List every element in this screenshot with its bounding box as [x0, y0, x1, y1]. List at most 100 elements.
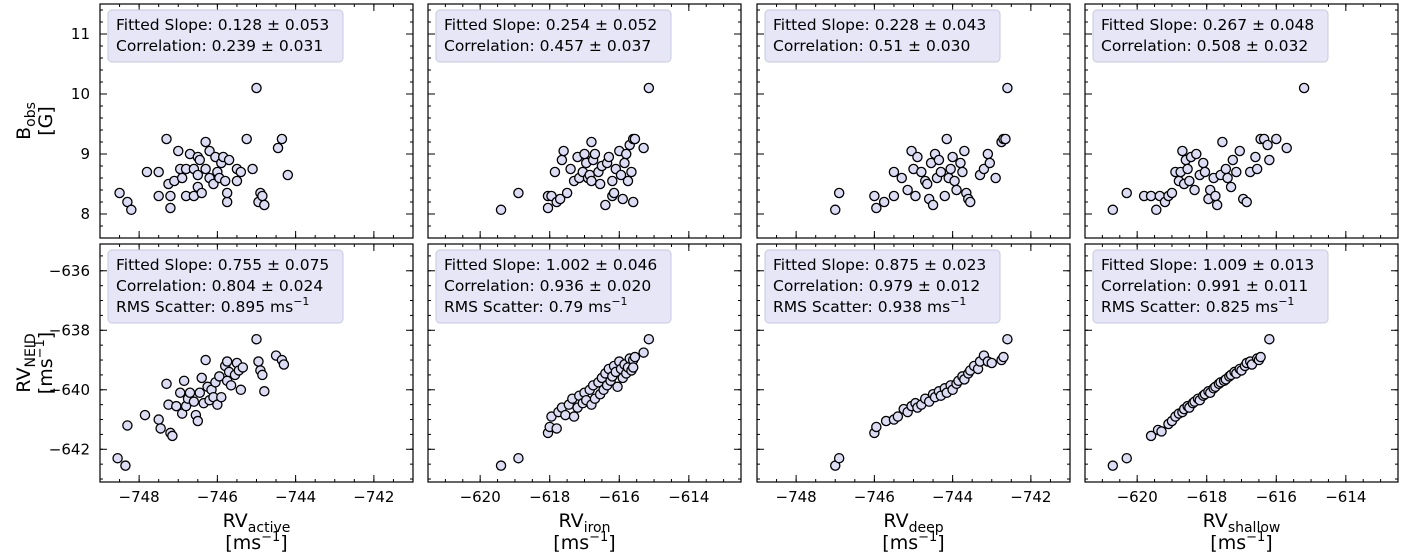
y-axis-label: RVNEID[ms−1]	[13, 332, 57, 394]
y-tick-label: 11	[71, 25, 90, 43]
data-point	[959, 145, 970, 157]
x-tick-label: −746	[854, 488, 895, 506]
y-tick-label: −640	[49, 381, 90, 399]
stats-line: Fitted Slope: 0.755 ± 0.075	[116, 256, 329, 274]
data-point	[1227, 154, 1239, 166]
stats-line: Fitted Slope: 0.875 ± 0.023	[773, 256, 986, 274]
x-tick-label: −614	[1325, 488, 1366, 506]
data-point	[1151, 204, 1162, 216]
x-tick-label: −744	[932, 488, 973, 506]
unit-exponent: −1	[293, 295, 309, 308]
data-point	[638, 347, 649, 358]
y-tick-label: −638	[49, 321, 90, 339]
data-point	[1250, 151, 1261, 163]
data-point	[221, 187, 233, 199]
data-point	[947, 151, 958, 163]
data-point	[643, 333, 655, 345]
data-point	[1264, 154, 1275, 166]
data-point	[542, 202, 554, 214]
panel-1-0: −748 −746 −744 −742 −636 −638 −640 −642 Fitted S…	[13, 243, 414, 552]
stats-box	[764, 249, 1001, 324]
data-point	[1271, 133, 1282, 145]
panel-0-2: Fitted Slope: 0.228 ± 0.043 Correlation: …	[756, 3, 1071, 239]
data-point	[1210, 190, 1221, 202]
data-point	[1166, 187, 1178, 199]
data-point	[869, 190, 880, 202]
data-point	[1225, 181, 1237, 193]
data-point	[282, 169, 294, 181]
data-point	[620, 148, 632, 160]
data-point	[568, 411, 580, 422]
data-point	[617, 193, 629, 205]
data-point	[219, 175, 231, 187]
data-point	[278, 359, 290, 370]
data-point	[247, 163, 258, 175]
svg-text:Bobs: Bobs	[13, 102, 39, 140]
data-point	[916, 166, 927, 178]
x-tick-label: −748	[119, 488, 160, 506]
data-point	[1220, 163, 1232, 175]
data-point	[955, 157, 966, 169]
data-point	[172, 145, 184, 157]
data-point	[495, 460, 507, 471]
data-point	[957, 166, 968, 178]
data-point	[619, 157, 630, 169]
data-point	[964, 196, 976, 208]
x-tick-label: −744	[275, 488, 316, 506]
data-point	[629, 133, 641, 145]
stats-box	[435, 249, 672, 324]
stats-line: Fitted Slope: 0.254 ± 0.052	[444, 16, 657, 34]
stats-line: Correlation: 0.508 ± 0.032	[1101, 37, 1308, 55]
stats-line: RMS Scatter: 0.79 ms−1	[444, 295, 628, 316]
data-point	[1197, 157, 1209, 169]
data-point	[896, 172, 908, 184]
stats-line: Correlation: 0.457 ± 0.037	[444, 37, 651, 55]
data-point	[223, 154, 235, 166]
y-axis-unit: [ms−1]	[33, 332, 57, 394]
stats-line: Correlation: 0.51 ± 0.030	[773, 37, 970, 55]
data-point	[112, 452, 123, 464]
x-axis-label: RVdeep	[883, 510, 943, 536]
data-point	[1298, 82, 1310, 94]
stats-line: Correlation: 0.991 ± 0.011	[1101, 277, 1308, 295]
data-point	[276, 133, 288, 145]
data-point	[196, 187, 207, 199]
data-point	[939, 190, 951, 202]
data-point	[1211, 199, 1223, 211]
data-point	[551, 423, 562, 434]
data-point	[1262, 139, 1273, 151]
data-point	[167, 430, 178, 442]
data-point	[556, 154, 568, 166]
data-point	[221, 196, 233, 208]
data-point	[251, 333, 262, 345]
data-point	[586, 136, 597, 148]
data-point	[1251, 163, 1263, 175]
data-point	[892, 411, 904, 422]
x-axis-label: RVshallow	[1203, 510, 1281, 536]
x-tick-label: −614	[668, 488, 709, 506]
data-point	[235, 384, 247, 396]
data-point	[153, 414, 164, 425]
data-point	[200, 136, 211, 148]
x-tick-label: −618	[1186, 488, 1227, 506]
data-point	[184, 387, 196, 398]
stats-line: Correlation: 0.239 ± 0.031	[116, 37, 323, 55]
stats-line: Fitted Slope: 0.267 ± 0.048	[1101, 16, 1314, 34]
data-point	[878, 196, 890, 208]
x-tick-label: −748	[776, 488, 817, 506]
data-point	[241, 133, 252, 145]
data-point	[155, 423, 166, 434]
data-point	[1281, 142, 1292, 154]
data-point	[139, 409, 151, 421]
x-tick-label: −742	[1010, 488, 1051, 506]
data-point	[257, 369, 268, 381]
data-point	[237, 362, 249, 373]
data-point	[622, 175, 634, 187]
data-point	[178, 375, 190, 387]
data-point	[871, 421, 882, 433]
data-point	[161, 133, 172, 145]
data-point	[126, 204, 137, 216]
data-point	[608, 187, 620, 199]
data-point	[1217, 136, 1228, 148]
